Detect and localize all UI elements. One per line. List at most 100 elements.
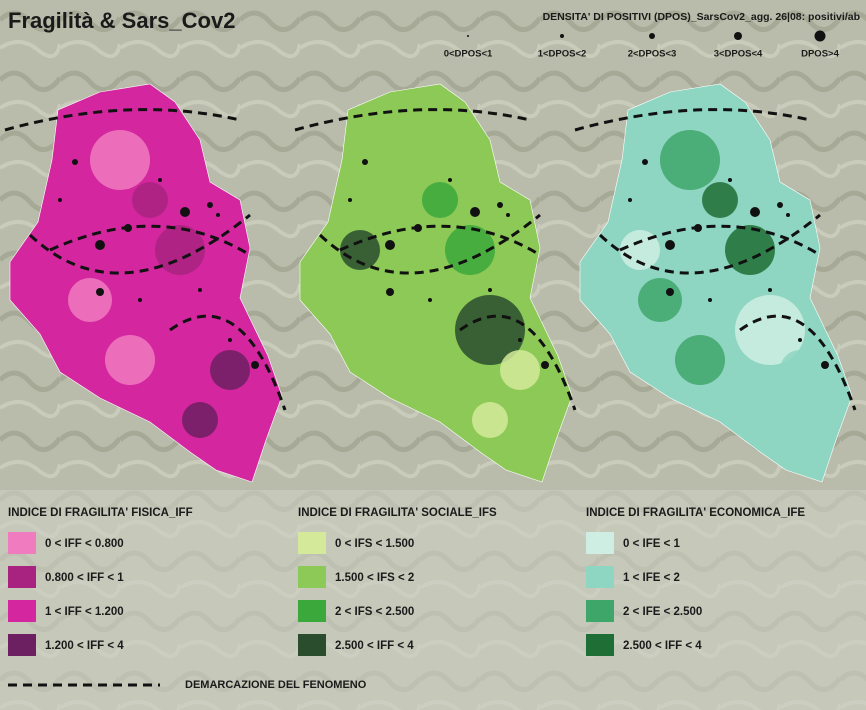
legend-swatch	[298, 634, 326, 656]
dpos-dot	[798, 338, 802, 342]
legend-label: 2 < IFE < 2.500	[623, 606, 702, 618]
legend-swatch	[586, 634, 614, 656]
maps	[4, 83, 857, 483]
municipality-patch	[340, 230, 380, 270]
dpos-dot	[228, 338, 232, 342]
dpos-dot	[58, 198, 62, 202]
dpos-dot	[124, 224, 132, 232]
dpos-dot	[665, 240, 675, 250]
dpos-label: DPOS>4	[801, 49, 839, 60]
demarcation-arc	[574, 108, 811, 132]
legend-swatch	[8, 566, 36, 588]
dpos-dot	[666, 288, 674, 296]
dpos-label: 0<DPOS<1	[444, 49, 493, 60]
dpos-dot	[72, 159, 78, 165]
dpos-dot	[470, 207, 480, 217]
municipality-patch	[735, 295, 805, 365]
legend-swatch	[298, 566, 326, 588]
dpos-symbol	[734, 32, 742, 40]
dpos-dot	[216, 213, 220, 217]
municipality-patch	[90, 130, 150, 190]
legend-swatch	[586, 600, 614, 622]
dpos-dot	[95, 240, 105, 250]
dpos-symbol	[649, 33, 655, 39]
dpos-dot	[750, 207, 760, 217]
dpos-dot	[428, 298, 432, 302]
legend-swatch	[8, 532, 36, 554]
municipality-patch	[132, 182, 168, 218]
title: Fragilità & Sars_Cov2	[8, 8, 235, 33]
dpos-dot	[207, 202, 213, 208]
legend-label: 2.500 < IFF < 4	[623, 640, 702, 652]
dpos-dot	[708, 298, 712, 302]
dpos-label: 2<DPOS<3	[628, 49, 677, 60]
dpos-dot	[251, 361, 259, 369]
dpos-dot	[414, 224, 422, 232]
municipality-patch	[210, 350, 250, 390]
municipality-patch	[422, 182, 458, 218]
demarcation-arc	[598, 213, 821, 275]
legend-label: 0 < IFS < 1.500	[335, 538, 414, 550]
demarcation-arc	[459, 314, 577, 411]
dpos-dot	[694, 224, 702, 232]
legend-swatch	[298, 600, 326, 622]
dpos-dot	[768, 288, 772, 292]
legend-label: 0 < IFF < 0.800	[45, 538, 124, 550]
legend-label: 1.500 < IFS < 2	[335, 572, 414, 584]
municipality-patch	[725, 225, 775, 275]
municipality-patch	[50, 230, 90, 270]
legend-swatch	[586, 566, 614, 588]
dpos-dot	[642, 159, 648, 165]
dpos-dot	[448, 178, 452, 182]
municipality-patch	[702, 182, 738, 218]
dpos-dot	[198, 288, 202, 292]
dpos-dot	[728, 178, 732, 182]
demarcation-arc	[619, 224, 821, 257]
municipality-patch	[445, 225, 495, 275]
dpos-label: 3<DPOS<4	[714, 49, 763, 60]
municipality-patch	[68, 278, 112, 322]
legend-label: 2 < IFS < 2.500	[335, 606, 414, 618]
demarcation-arc	[339, 224, 541, 257]
region-map	[4, 83, 287, 483]
region-map	[294, 83, 577, 483]
legend-title: INDICE DI FRAGILITA' SOCIALE_IFS	[298, 507, 497, 519]
dpos-legend-title: DENSITA' DI POSITIVI (DPOS)_SarsCov2_agg…	[543, 11, 860, 23]
municipality-patch	[182, 402, 218, 438]
legend-backdrop	[0, 490, 866, 710]
demarcation-arc	[28, 213, 251, 275]
legend-title: INDICE DI FRAGILITA' ECONOMICA_IFE	[586, 507, 805, 519]
demarcation-arc	[49, 224, 251, 257]
dpos-label: 1<DPOS<2	[538, 49, 587, 60]
municipality-patch	[638, 278, 682, 322]
demarcation-arc	[294, 108, 531, 132]
municipality-patch	[395, 335, 445, 385]
municipality-patch	[660, 130, 720, 190]
dpos-dot	[362, 159, 368, 165]
legend-swatch	[8, 634, 36, 656]
dpos-dot	[386, 288, 394, 296]
legend-title: INDICE DI FRAGILITA' FISICA_IFF	[8, 507, 193, 519]
legend-label: 0.800 < IFF < 1	[45, 572, 124, 584]
dpos-dot	[158, 178, 162, 182]
dpos-symbol	[467, 35, 469, 37]
demarcation-arc	[318, 213, 541, 275]
legend-label: 1 < IFE < 2	[623, 572, 680, 584]
municipality-patch	[500, 350, 540, 390]
demarcation-arc	[4, 108, 241, 132]
dpos-dot	[628, 198, 632, 202]
municipality-patch	[780, 350, 820, 390]
demarcation-label: DEMARCAZIONE DEL FENOMENO	[185, 679, 367, 691]
legend-label: 1.200 < IFF < 4	[45, 640, 124, 652]
dpos-dot	[497, 202, 503, 208]
municipality-patch	[380, 130, 440, 190]
dpos-symbol	[814, 30, 826, 42]
municipality-patch	[165, 295, 235, 365]
legend-label: 0 < IFE < 1	[623, 538, 680, 550]
demarcation-arc	[739, 314, 857, 411]
dpos-dot	[541, 361, 549, 369]
dpos-dot	[96, 288, 104, 296]
dpos-dot	[518, 338, 522, 342]
municipality-patch	[105, 335, 155, 385]
